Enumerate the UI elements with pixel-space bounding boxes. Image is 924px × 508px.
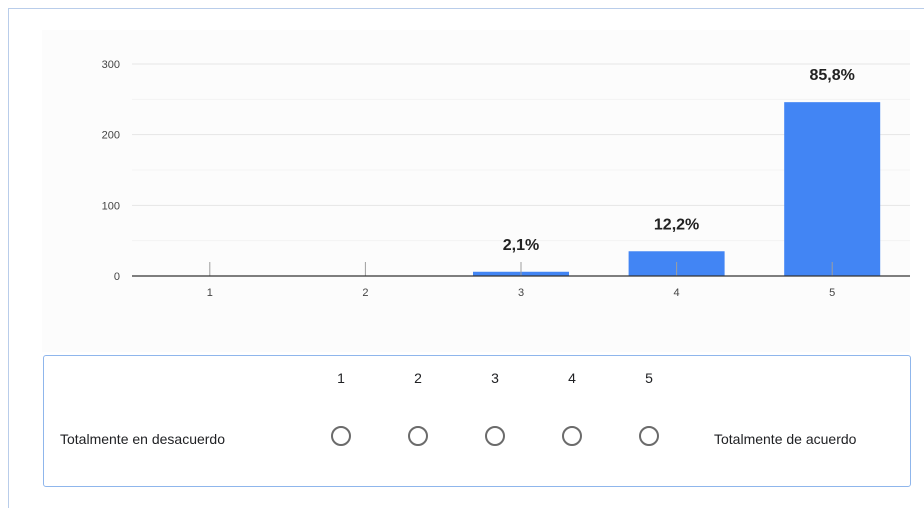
scale-number-1: 1 [337,370,345,386]
scale-radio-1[interactable] [331,426,351,446]
data-label: 2,1% [503,237,539,254]
y-tick-label: 100 [102,200,120,212]
x-tick-label: 2 [362,287,368,299]
scale-radio-4[interactable] [562,426,582,446]
scale-radio-3[interactable] [485,426,505,446]
data-label: 12,2% [654,216,699,233]
y-tick-label: 0 [114,271,120,283]
bar [784,102,881,276]
x-tick-label: 3 [518,287,524,299]
linear-scale-question: Totalmente en desacuerdo 1 2 3 4 5 Total… [43,355,911,487]
x-tick-label: 1 [207,287,213,299]
y-tick-label: 300 [102,59,120,71]
scale-number-5: 5 [645,370,653,386]
scale-number-2: 2 [414,370,422,386]
y-tick-label: 200 [102,130,120,142]
x-tick-label: 4 [674,287,680,299]
data-label: 85,8% [810,67,855,84]
scale-radio-5[interactable] [639,426,659,446]
chart-panel: 0 100 200 300 1 2 3 2,1% 4 12,2% 5 85,8% [42,30,910,352]
scale-number-4: 4 [568,370,576,386]
scale-right-label: Totalmente de acuerdo [714,431,857,447]
bar-chart: 0 100 200 300 1 2 3 2,1% 4 12,2% 5 85,8% [102,59,910,299]
x-tick-label: 5 [829,287,835,299]
scale-number-3: 3 [491,370,499,386]
scale-radio-2[interactable] [408,426,428,446]
scale-left-label: Totalmente en desacuerdo [60,431,225,447]
